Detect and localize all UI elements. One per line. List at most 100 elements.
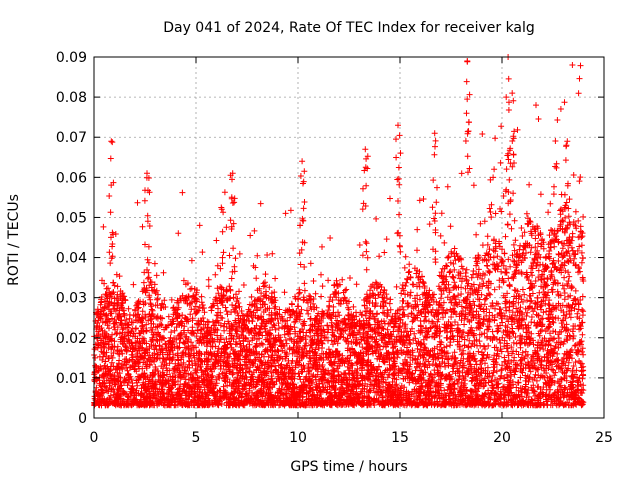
data-point xyxy=(552,138,559,144)
data-point xyxy=(139,223,146,230)
data-point xyxy=(287,207,294,214)
data-point xyxy=(458,170,465,177)
data-point xyxy=(223,224,230,231)
data-point xyxy=(134,199,141,206)
data-point xyxy=(482,360,488,367)
data-point xyxy=(450,260,457,267)
data-point xyxy=(272,303,279,310)
data-point xyxy=(421,313,428,320)
data-point xyxy=(512,368,519,375)
data-point xyxy=(561,274,568,281)
data-point xyxy=(473,231,480,238)
data-point xyxy=(282,210,289,217)
data-point xyxy=(526,292,533,299)
data-point xyxy=(548,269,555,276)
data-point xyxy=(179,189,186,196)
data-point xyxy=(426,221,433,228)
data-point xyxy=(523,210,530,217)
data-point xyxy=(356,242,363,248)
data-point xyxy=(219,260,226,267)
data-point xyxy=(188,339,195,346)
data-point xyxy=(576,178,583,185)
data-point xyxy=(420,280,427,287)
data-point xyxy=(180,359,187,366)
data-point xyxy=(479,131,486,137)
data-point xyxy=(433,362,440,369)
data-point xyxy=(511,247,518,254)
data-point xyxy=(367,314,373,321)
data-point xyxy=(517,242,524,249)
data-point xyxy=(565,269,572,276)
data-point xyxy=(294,303,301,310)
data-point xyxy=(529,272,536,279)
data-point xyxy=(107,260,114,267)
data-point xyxy=(307,260,314,267)
data-point xyxy=(522,305,529,312)
data-point xyxy=(526,340,533,347)
data-point xyxy=(281,289,288,296)
data-point xyxy=(503,166,510,173)
data-point xyxy=(257,200,264,207)
data-point xyxy=(463,266,470,273)
data-point xyxy=(558,269,565,276)
data-point xyxy=(561,99,568,106)
data-point xyxy=(386,300,393,307)
data-point xyxy=(458,291,465,297)
data-point xyxy=(523,250,529,256)
data-point xyxy=(108,359,115,366)
data-point xyxy=(414,226,421,233)
data-point xyxy=(481,330,488,337)
data-point xyxy=(370,385,377,392)
data-point xyxy=(552,163,559,170)
data-point xyxy=(575,90,582,97)
data-point xyxy=(199,249,206,256)
data-point xyxy=(112,326,119,333)
data-point xyxy=(404,300,411,307)
data-point xyxy=(252,344,259,351)
data-point xyxy=(526,181,533,188)
data-point xyxy=(149,307,156,314)
data-point xyxy=(373,215,380,222)
data-point xyxy=(438,295,444,302)
data-point xyxy=(575,217,582,224)
data-point xyxy=(226,252,233,259)
data-point xyxy=(435,316,442,323)
data-point xyxy=(542,342,549,349)
data-point xyxy=(519,286,526,293)
data-point xyxy=(491,286,498,293)
data-point xyxy=(497,205,503,212)
data-point xyxy=(213,237,220,244)
data-point xyxy=(383,236,390,243)
data-point xyxy=(494,376,500,383)
data-point xyxy=(472,255,479,261)
data-point xyxy=(220,383,227,390)
data-point xyxy=(288,300,295,307)
data-point xyxy=(579,345,586,352)
data-point xyxy=(512,237,519,244)
data-point xyxy=(151,260,158,267)
data-point xyxy=(205,319,212,326)
data-point xyxy=(414,345,421,352)
data-point xyxy=(319,283,326,290)
data-point xyxy=(331,332,337,339)
data-point xyxy=(449,273,456,280)
data-point xyxy=(219,228,226,235)
data-point xyxy=(448,314,455,320)
data-point xyxy=(214,262,221,269)
data-point xyxy=(353,281,360,288)
data-point xyxy=(483,295,489,302)
data-point xyxy=(540,346,547,353)
data-point xyxy=(454,321,461,328)
data-point xyxy=(498,268,505,275)
data-point xyxy=(579,312,586,319)
data-point xyxy=(490,237,497,244)
data-point xyxy=(429,318,436,325)
data-point xyxy=(492,135,499,142)
data-point xyxy=(262,271,269,278)
data-point xyxy=(468,274,475,281)
data-point xyxy=(545,209,552,216)
data-point xyxy=(447,223,454,230)
data-point xyxy=(569,62,576,68)
data-point xyxy=(220,249,227,256)
data-point xyxy=(580,351,587,358)
